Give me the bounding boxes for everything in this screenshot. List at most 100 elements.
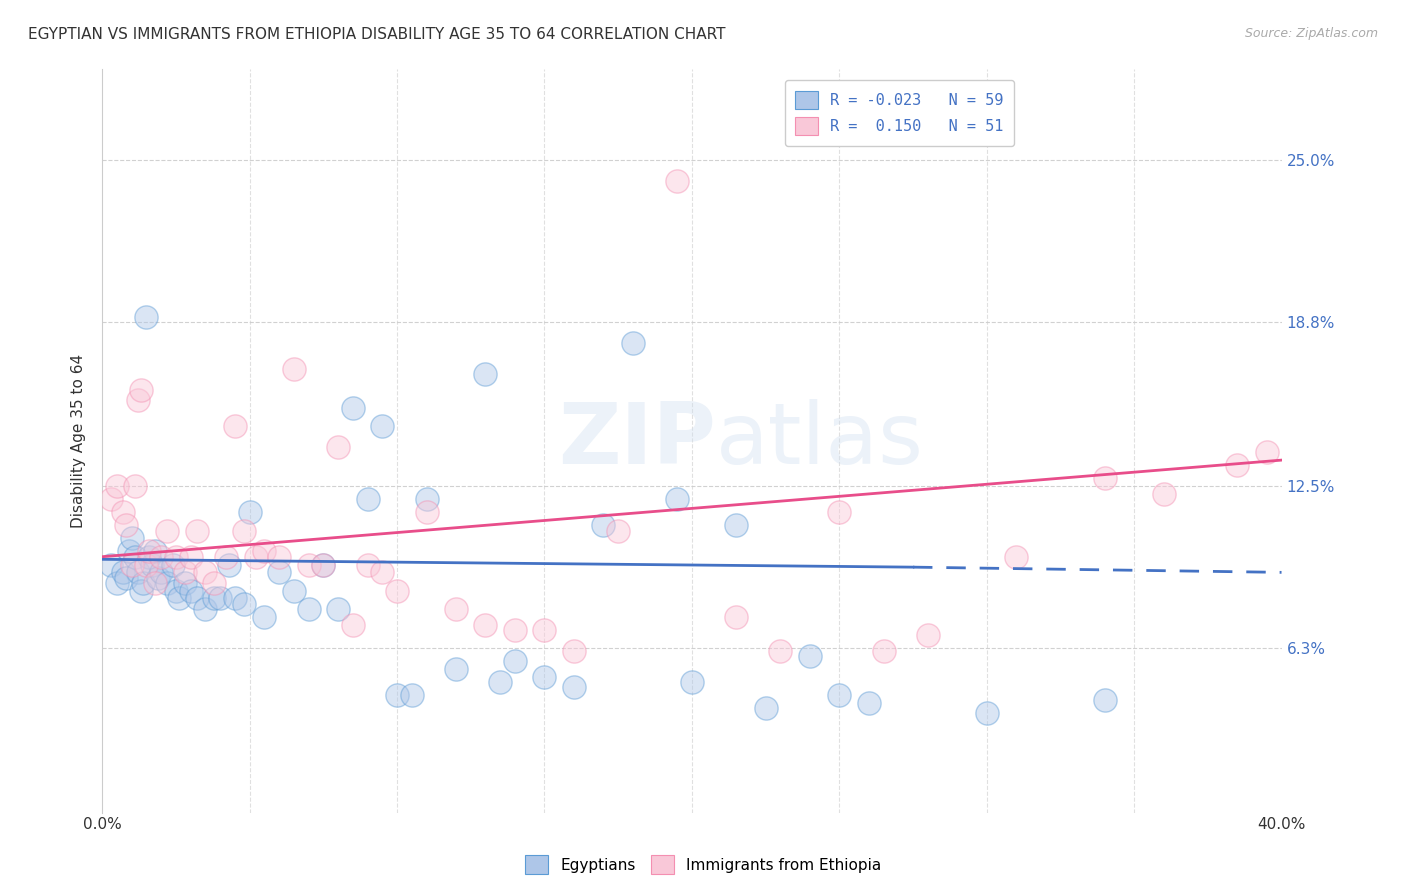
Point [489,675,512,690]
Point [371,419,394,434]
Point [607,524,630,538]
Point [143,575,166,590]
Point [218,558,240,572]
Point [124,549,146,564]
Point [135,310,157,324]
Point [297,558,319,572]
Point [186,591,208,606]
Point [186,524,208,538]
Point [1094,693,1116,707]
Point [444,602,467,616]
Text: EGYPTIAN VS IMMIGRANTS FROM ETHIOPIA DISABILITY AGE 35 TO 64 CORRELATION CHART: EGYPTIAN VS IMMIGRANTS FROM ETHIOPIA DIS… [28,27,725,42]
Point [503,654,526,668]
Point [533,623,555,637]
Point [150,549,173,564]
Point [114,571,136,585]
Point [111,566,134,580]
Text: Source: ZipAtlas.com: Source: ZipAtlas.com [1244,27,1378,40]
Point [135,558,157,572]
Point [165,583,187,598]
Point [138,549,160,564]
Point [127,566,149,580]
Point [269,566,291,580]
Point [165,549,187,564]
Point [872,643,894,657]
Point [725,609,748,624]
Point [202,575,225,590]
Legend: Egyptians, Immigrants from Ethiopia: Egyptians, Immigrants from Ethiopia [519,849,887,880]
Point [342,617,364,632]
Point [150,566,173,580]
Point [976,706,998,721]
Point [118,544,141,558]
Point [385,688,408,702]
Point [681,675,703,690]
Point [444,662,467,676]
Point [141,558,163,572]
Point [755,701,778,715]
Point [209,591,232,606]
Point [1094,471,1116,485]
Point [224,591,246,606]
Point [253,544,276,558]
Point [666,492,689,507]
Point [828,688,851,702]
Point [100,492,122,507]
Point [121,558,143,572]
Text: atlas: atlas [716,399,924,482]
Point [269,549,291,564]
Point [562,680,585,694]
Point [105,479,128,493]
Point [401,688,423,702]
Point [162,558,184,572]
Point [215,549,238,564]
Point [156,524,179,538]
Point [725,518,748,533]
Point [114,518,136,533]
Point [224,419,246,434]
Point [124,479,146,493]
Point [917,628,939,642]
Point [415,492,437,507]
Point [100,558,122,572]
Point [232,597,254,611]
Point [111,505,134,519]
Point [297,602,319,616]
Point [245,549,267,564]
Point [312,558,335,572]
Point [562,643,585,657]
Point [474,617,496,632]
Point [1226,458,1249,473]
Point [156,575,179,590]
Point [326,440,349,454]
Point [121,532,143,546]
Point [326,602,349,616]
Point [239,505,262,519]
Point [180,549,202,564]
Point [202,591,225,606]
Point [1256,445,1278,459]
Point [371,566,394,580]
Point [858,696,880,710]
Point [592,518,614,533]
Point [385,583,408,598]
Point [828,505,851,519]
Point [621,335,644,350]
Point [312,558,335,572]
Point [474,367,496,381]
Point [533,670,555,684]
Point [194,566,217,580]
Point [356,492,378,507]
Point [342,401,364,415]
Point [129,383,152,397]
Legend: R = -0.023   N = 59, R =  0.150   N = 51: R = -0.023 N = 59, R = 0.150 N = 51 [785,80,1015,146]
Point [173,575,195,590]
Point [127,393,149,408]
Text: ZIP: ZIP [558,399,716,482]
Point [356,558,378,572]
Point [129,583,152,598]
Point [167,591,190,606]
Point [769,643,792,657]
Point [232,524,254,538]
Point [253,609,276,624]
